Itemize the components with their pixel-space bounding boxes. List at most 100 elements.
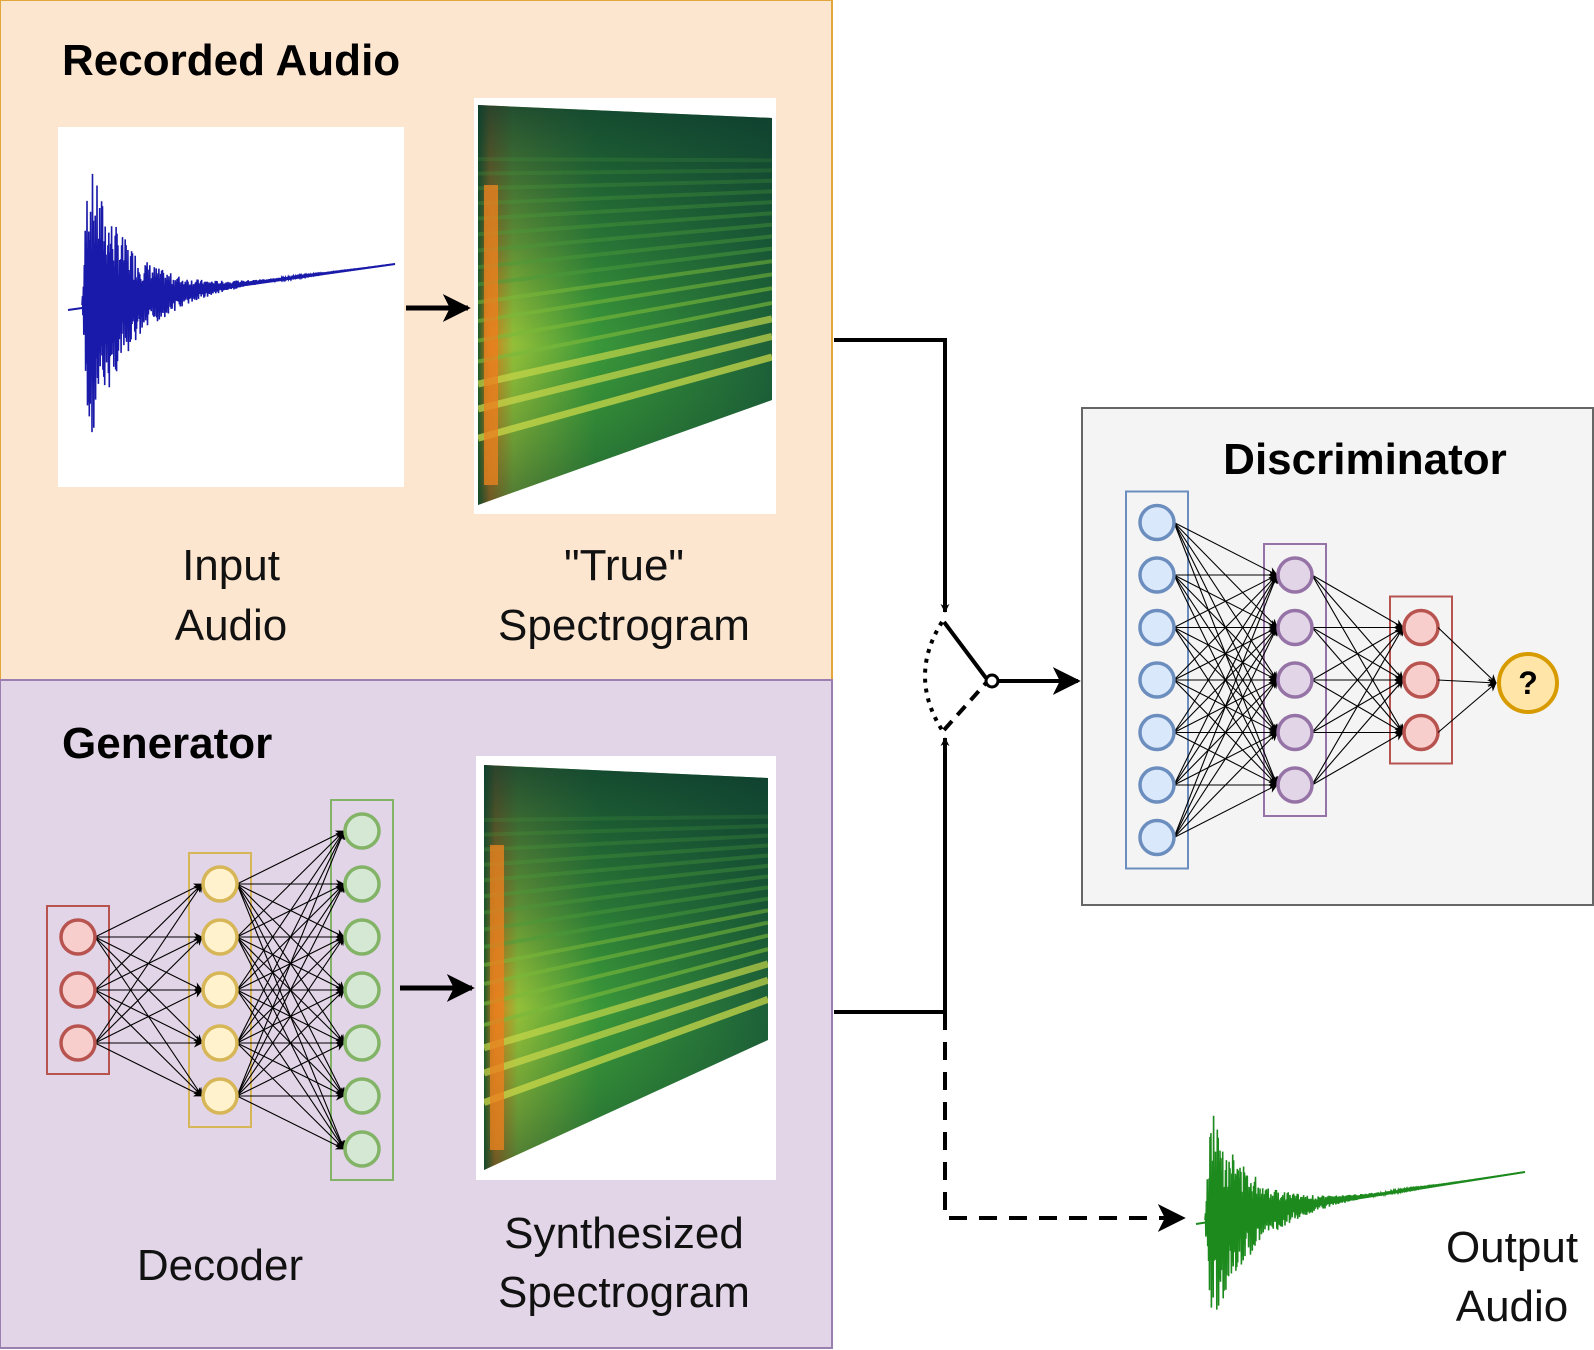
network-node <box>201 971 239 1009</box>
connectors <box>834 338 1186 1232</box>
spectrogram-band <box>484 996 768 1106</box>
network-node <box>1276 661 1314 699</box>
network-node <box>1402 608 1440 647</box>
spectrogram-band <box>484 823 768 837</box>
spectrogram-band <box>478 234 772 270</box>
true-spectrogram-label-line2: Spectrogram <box>498 601 750 650</box>
network-node <box>1138 608 1176 647</box>
network-node <box>1276 766 1314 804</box>
spectrogram-band <box>484 960 768 1052</box>
spectrogram-band <box>484 933 768 1006</box>
network-node <box>1276 608 1314 647</box>
output-audio-label-line1: Output <box>1446 1223 1578 1272</box>
spectrogram-band <box>484 920 768 986</box>
network-node <box>1138 818 1176 857</box>
discriminator-panel: Discriminator ? <box>1081 407 1594 906</box>
network-node <box>1138 503 1176 542</box>
synthesized-spectrogram-label-line1: Synthesized <box>504 1209 744 1258</box>
output-node: ? <box>1497 652 1559 714</box>
synth-path-arrow <box>834 737 950 1014</box>
network-edge <box>1437 627 1497 684</box>
spectrogram-band <box>478 211 772 237</box>
network-edge <box>1173 522 1278 576</box>
network-node <box>343 971 381 1009</box>
output-waveform-image <box>1195 1115 1526 1310</box>
spectrogram-band <box>478 200 772 221</box>
spectrogram-onset <box>490 845 504 1150</box>
network-node <box>201 918 239 956</box>
network-edge <box>1173 574 1278 733</box>
network-edge <box>94 883 203 991</box>
network-edge <box>236 830 345 1044</box>
spectrogram-band <box>478 246 772 287</box>
network-edge <box>236 883 345 1097</box>
decoder-network <box>46 799 394 1181</box>
network-edge <box>94 883 203 1044</box>
generator-panel: Generator Decoder Synthesized Spectrogra… <box>0 679 833 1349</box>
network-node <box>1138 556 1176 594</box>
spectrogram-band <box>478 315 772 388</box>
network-edge <box>236 1042 345 1097</box>
spectrogram-band <box>478 286 772 343</box>
true-spectrogram-image <box>474 98 776 514</box>
network-node <box>1138 713 1176 752</box>
network-node <box>1138 766 1176 804</box>
spectrogram-band <box>484 863 768 899</box>
spectrogram-band <box>478 168 772 176</box>
network-node <box>59 971 97 1009</box>
network-node <box>1402 661 1440 699</box>
network-node <box>1276 556 1314 594</box>
spectrogram-band <box>478 300 772 364</box>
network-edge <box>1311 574 1404 628</box>
network-edge <box>236 830 346 1097</box>
input-waveform-image <box>58 127 404 487</box>
network-edge <box>1173 574 1278 786</box>
spectrogram-band <box>478 333 772 413</box>
spectrogram-band <box>484 908 768 967</box>
synthesized-spectrogram-image <box>476 756 776 1180</box>
network-edge <box>1311 627 1404 681</box>
network-edge <box>236 989 345 1097</box>
true-spectrogram-label-line1: "True" <box>564 541 684 590</box>
spectrogram-band <box>478 222 772 253</box>
network-node <box>343 1024 381 1062</box>
network-edge <box>1173 784 1278 838</box>
network-edge <box>1173 574 1278 681</box>
network-node <box>201 1024 239 1062</box>
network-node <box>1276 713 1314 752</box>
network-node <box>1138 661 1176 699</box>
spectrogram-onset <box>484 185 498 485</box>
network-node <box>201 1077 239 1115</box>
network-edge <box>236 830 345 885</box>
discriminator-network <box>1125 490 1497 870</box>
spectrogram-band <box>484 947 768 1027</box>
network-node <box>343 865 381 903</box>
decoder-label: Decoder <box>137 1241 303 1290</box>
network-edge <box>1173 731 1278 838</box>
network-edge <box>236 830 345 938</box>
spectrogram-band <box>484 814 768 823</box>
spectrogram-band <box>478 178 772 191</box>
network-node <box>343 1130 381 1168</box>
network-edge <box>1311 626 1404 733</box>
spectrogram-band <box>484 853 768 883</box>
network-edge <box>94 989 203 1044</box>
spectrogram-band <box>478 157 772 163</box>
network-edge <box>1311 626 1404 786</box>
switch-symbol <box>923 620 1081 732</box>
discriminator-title: Discriminator <box>1223 435 1507 484</box>
network-node <box>59 1024 97 1062</box>
spectrogram-band <box>478 259 772 305</box>
recorded-audio-title: Recorded Audio <box>62 36 400 85</box>
network-edge <box>1173 574 1279 838</box>
output-path-arrow <box>943 1012 1186 1232</box>
network-edge <box>236 830 345 991</box>
spectrogram-band <box>484 843 768 867</box>
generator-title: Generator <box>62 719 272 768</box>
network-edge <box>236 1095 345 1150</box>
output-node-symbol: ? <box>1518 665 1538 701</box>
network-edge <box>1437 678 1497 688</box>
network-edge <box>94 1042 203 1097</box>
network-edge <box>1311 732 1404 786</box>
